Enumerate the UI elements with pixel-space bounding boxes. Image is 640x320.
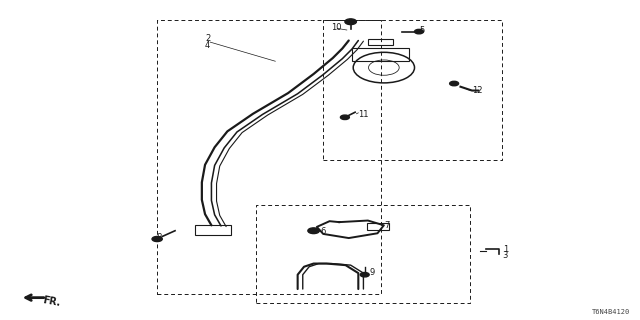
Text: 2: 2 (205, 35, 211, 44)
Text: 6: 6 (320, 227, 325, 236)
Circle shape (345, 19, 356, 25)
Text: 1: 1 (502, 245, 508, 254)
Circle shape (152, 236, 163, 242)
Text: 9: 9 (370, 268, 375, 277)
Text: 7: 7 (384, 221, 389, 230)
Circle shape (360, 272, 369, 277)
Circle shape (308, 228, 319, 234)
Text: FR.: FR. (42, 295, 61, 308)
Text: 5: 5 (419, 27, 424, 36)
Text: 3: 3 (502, 251, 508, 260)
Circle shape (415, 29, 424, 34)
Text: 12: 12 (472, 86, 483, 95)
Text: 4: 4 (205, 41, 211, 51)
Text: 11: 11 (358, 110, 369, 119)
Text: 8: 8 (156, 233, 161, 242)
Circle shape (340, 115, 349, 120)
Text: T6N4B4120: T6N4B4120 (591, 309, 630, 316)
Text: 10: 10 (332, 23, 342, 32)
Circle shape (450, 81, 459, 86)
